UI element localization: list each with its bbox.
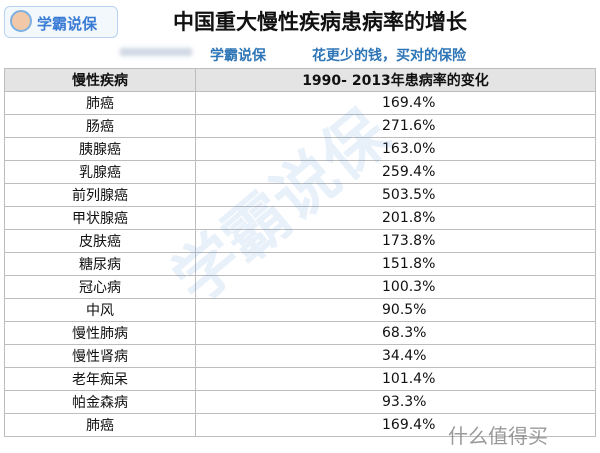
column-header: 1990- 2013年患病率的变化 bbox=[195, 68, 596, 92]
disease-cell: 冠心病 bbox=[4, 275, 196, 299]
table-row: 乳腺癌 259.4% bbox=[4, 160, 596, 184]
brand: 学霸说保 bbox=[210, 48, 266, 64]
logo-text: 学霸说保 bbox=[37, 15, 98, 33]
disease-cell: 中风 bbox=[4, 298, 196, 322]
table-row: 慢性肾病 34.4% bbox=[4, 344, 596, 368]
rate-cell: 169.4% bbox=[195, 413, 596, 437]
blurred-text bbox=[120, 48, 192, 56]
disease-cell: 皮肤癌 bbox=[4, 229, 196, 253]
table-row: 肠癌 271.6% bbox=[4, 114, 596, 138]
table-row: 慢性肺病 68.3% bbox=[4, 321, 596, 345]
table-row: 中风 90.5% bbox=[4, 298, 596, 322]
disease-cell: 老年痴呆 bbox=[4, 367, 196, 391]
table-row: 帕金森病 93.3% bbox=[4, 390, 596, 414]
table-row: 糖尿病 151.8% bbox=[4, 252, 596, 276]
rate-cell: 93.3% bbox=[195, 390, 596, 414]
rate-cell: 201.8% bbox=[195, 206, 596, 230]
disease-cell: 乳腺癌 bbox=[4, 160, 196, 184]
disease-cell: 肺癌 bbox=[4, 413, 196, 437]
table-row: 老年痴呆 101.4% bbox=[4, 367, 596, 391]
rate-cell: 173.8% bbox=[195, 229, 596, 253]
title: 中国重大慢性疾病患病率的增长 bbox=[173, 10, 467, 34]
rate-cell: 163.0% bbox=[195, 137, 596, 161]
table-row: 肺癌 169.4% bbox=[4, 91, 596, 115]
table-row: 冠心病 100.3% bbox=[4, 275, 596, 299]
header-row: 慢性疾病 1990- 2013年患病率的变化 bbox=[4, 68, 596, 92]
disease-cell: 帕金森病 bbox=[4, 390, 196, 414]
rate-cell: 151.8% bbox=[195, 252, 596, 276]
rate-cell: 34.4% bbox=[195, 344, 596, 368]
disease-cell: 糖尿病 bbox=[4, 252, 196, 276]
rate-cell: 259.4% bbox=[195, 160, 596, 184]
column-header: 慢性疾病 bbox=[4, 68, 196, 92]
rate-cell: 271.6% bbox=[195, 114, 596, 138]
disease-cell: 肠癌 bbox=[4, 114, 196, 138]
rate-cell: 503.5% bbox=[195, 183, 596, 207]
table-row: 肺癌 169.4% bbox=[4, 413, 596, 437]
table-row: 甲状腺癌 201.8% bbox=[4, 206, 596, 230]
rate-cell: 68.3% bbox=[195, 321, 596, 345]
disease-cell: 甲状腺癌 bbox=[4, 206, 196, 230]
slogan: 花更少的钱，买对的保险 bbox=[312, 48, 466, 64]
disease-cell: 慢性肾病 bbox=[4, 344, 196, 368]
table: 慢性疾病 1990- 2013年患病率的变化 肺癌 169.4% 肠癌 271.6% 胰… bbox=[4, 68, 596, 437]
disease-cell: 前列腺癌 bbox=[4, 183, 196, 207]
table-row: 胰腺癌 163.0% bbox=[4, 137, 596, 161]
avatar bbox=[10, 10, 32, 32]
disease-cell: 慢性肺病 bbox=[4, 321, 196, 345]
rate-cell: 169.4% bbox=[195, 91, 596, 115]
disease-cell: 肺癌 bbox=[4, 91, 196, 115]
site-watermark: 什么值得买 bbox=[448, 424, 548, 448]
rate-cell: 90.5% bbox=[195, 298, 596, 322]
table-row: 皮肤癌 173.8% bbox=[4, 229, 596, 253]
rate-cell: 101.4% bbox=[195, 367, 596, 391]
disease-cell: 胰腺癌 bbox=[4, 137, 196, 161]
rate-cell: 100.3% bbox=[195, 275, 596, 299]
table-body: 肺癌 169.4% 肠癌 271.6% 胰腺癌 163.0% 乳腺癌 259.4% 前列腺癌 50… bbox=[4, 91, 596, 437]
table-row: 前列腺癌 503.5% bbox=[4, 183, 596, 207]
logo: 学霸说保 bbox=[4, 6, 118, 38]
